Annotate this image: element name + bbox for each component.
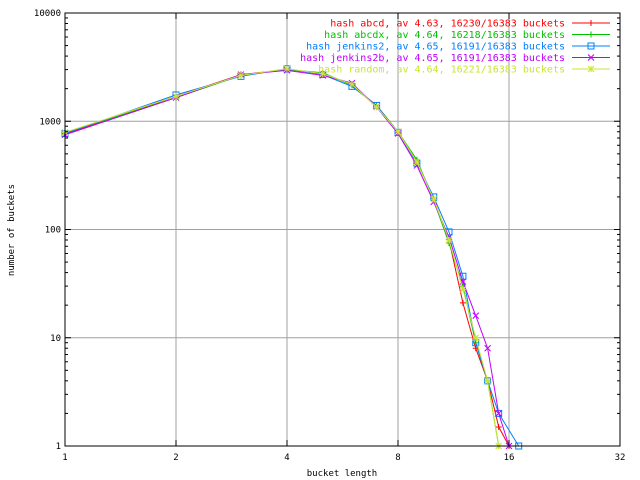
data-point — [472, 334, 480, 342]
data-point — [587, 65, 595, 73]
data-point — [459, 285, 467, 293]
x-tick-label: 8 — [395, 453, 400, 463]
x-tick-label: 2 — [173, 453, 178, 463]
x-tick-label: 16 — [504, 453, 515, 463]
data-point — [373, 103, 380, 111]
legend-entry-label: hash jenkins2, av 4.65, 16191/16383 buck… — [306, 42, 565, 53]
legend-entry-label: hash abcdx, av 4.64, 16218/16383 buckets — [324, 30, 565, 41]
data-point — [587, 54, 595, 61]
x-tick-label: 1 — [62, 453, 67, 463]
data-point — [587, 42, 595, 50]
data-point — [495, 410, 503, 417]
legend-entry-label: hash abcd, av 4.63, 16230/16383 buckets — [330, 19, 565, 30]
series — [61, 65, 503, 450]
data-point — [459, 299, 466, 306]
legend-entry-label: hash jenkins2b, av 4.65, 16191/16383 buc… — [300, 53, 565, 64]
data-point — [445, 236, 453, 244]
y-tick-label: 10000 — [34, 9, 61, 19]
data-point — [283, 65, 291, 73]
data-point — [484, 377, 491, 385]
data-point — [394, 128, 402, 136]
data-point — [588, 20, 594, 26]
data-point — [588, 31, 594, 38]
data-point — [484, 344, 491, 352]
x-tick-label: 32 — [615, 453, 626, 463]
data-point — [459, 272, 467, 280]
data-point — [413, 158, 421, 166]
data-point — [319, 70, 327, 78]
y-axis-label: number of buckets — [7, 184, 17, 276]
ticks: 1 2 4 8 16 32 1 10 100 1000 10000 — [34, 9, 626, 463]
y-tick-label: 10 — [50, 334, 61, 344]
y-tick-label: 100 — [45, 226, 61, 236]
data-point — [472, 312, 480, 320]
data-point — [348, 80, 356, 88]
legend: hash abcd, av 4.63, 16230/16383 bucketsh… — [300, 19, 610, 76]
legend-entry-label: hash random, av 4.64, 16221/16383 bucket… — [318, 65, 565, 76]
data-point — [495, 423, 502, 430]
data-point — [430, 195, 438, 203]
y-tick-label: 1 — [56, 442, 61, 452]
series-layer — [61, 65, 523, 450]
data-point — [237, 72, 245, 79]
data-point — [172, 92, 180, 100]
x-axis-label: bucket length — [307, 469, 377, 479]
x-tick-label: 4 — [284, 453, 289, 463]
y-tick-label: 1000 — [39, 117, 61, 127]
